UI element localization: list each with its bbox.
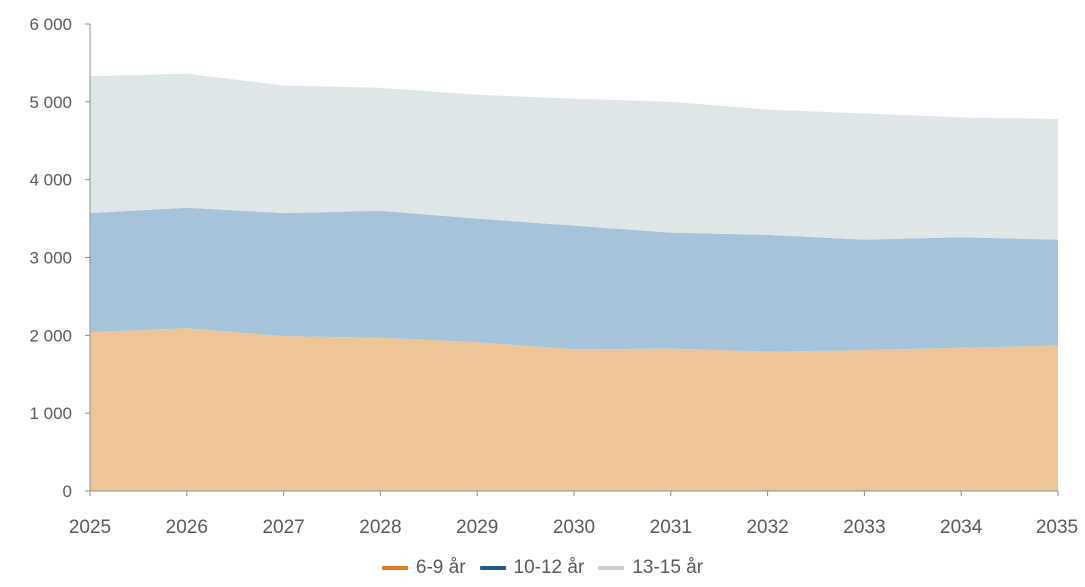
x-tick-label: 2032 [746, 517, 788, 538]
x-tick-label: 2031 [650, 517, 692, 538]
x-tick-label: 2026 [166, 517, 208, 538]
y-tick-label: 4 000 [29, 171, 72, 190]
legend-swatch [479, 566, 506, 570]
y-tick-label: 6 000 [29, 15, 72, 34]
legend-item-3[interactable]: 13-15 år [598, 557, 703, 579]
area-series-2 [90, 207, 1058, 352]
x-tick-label: 2025 [69, 517, 111, 538]
legend-item-2[interactable]: 10-12 år [479, 557, 585, 579]
x-tick-label: 2034 [940, 517, 983, 538]
legend-label: 10-12 år [513, 557, 585, 578]
area-series-3 [90, 73, 1058, 240]
x-tick-label: 2033 [843, 517, 885, 538]
legend-label: 13-15 år [632, 557, 704, 578]
y-tick-label: 3 000 [29, 249, 72, 268]
y-tick-label: 5 000 [29, 93, 72, 112]
y-tick-label: 1 000 [29, 404, 72, 423]
legend-swatch [381, 566, 408, 570]
x-tick-label: 2027 [262, 517, 304, 538]
area-layer [90, 73, 1058, 491]
y-tick-label: 2 000 [29, 326, 72, 345]
x-tick-label: 2029 [456, 517, 498, 538]
legend-label: 6-9 år [415, 557, 466, 578]
x-tick-label: 2035 [1036, 517, 1078, 538]
axes-layer: 0 1 000 2 000 3 000 4 000 5 000 6 000 2025 2026 2… [29, 15, 1078, 538]
x-tick-label: 2028 [359, 517, 401, 538]
legend-swatch [598, 566, 625, 570]
legend-item-1[interactable]: 6-9 år [381, 557, 466, 579]
y-tick-label: 0 [63, 482, 72, 501]
x-tick-label: 2030 [553, 517, 595, 538]
legend: 6-9 år 10-12 år 13-15 år [0, 557, 1085, 579]
area-series-1 [90, 328, 1058, 491]
